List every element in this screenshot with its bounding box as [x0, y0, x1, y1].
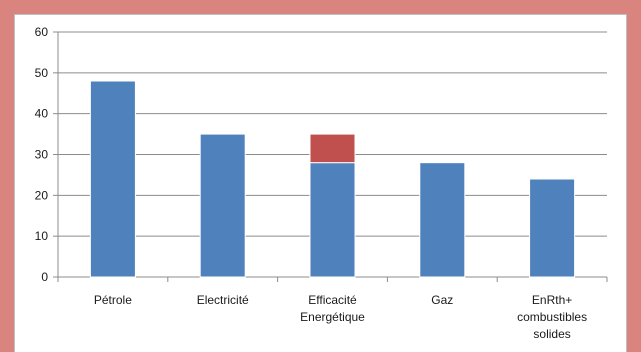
axes — [53, 31, 608, 282]
bar — [419, 162, 466, 278]
bar — [529, 178, 576, 278]
y-tick-label: 20 — [35, 188, 49, 202]
bar — [309, 162, 356, 278]
x-category-label: Energétique — [300, 310, 365, 324]
x-category-label: Efficacité — [308, 293, 357, 307]
bars — [89, 80, 576, 278]
x-category-labels: Pétrole Electricité Efficacité Energétique G… — [94, 293, 587, 341]
y-tick-label: 30 — [35, 148, 49, 162]
x-category-label: Pétrole — [94, 293, 132, 307]
bar — [89, 80, 136, 278]
y-tick-label: 50 — [35, 66, 49, 80]
y-tick-label: 40 — [35, 107, 49, 121]
x-category-label: solides — [533, 327, 570, 341]
y-tick-label: 0 — [41, 270, 48, 284]
y-tick-labels: 0 10 20 30 40 50 60 — [35, 25, 49, 284]
x-category-label: Gaz — [431, 293, 453, 307]
y-tick-label: 10 — [35, 229, 49, 243]
x-category-label: combustibles — [517, 310, 587, 324]
y-tick-label: 60 — [35, 25, 49, 39]
x-category-label: EnRth+ — [532, 293, 572, 307]
bar-stack-segment — [309, 133, 356, 164]
x-category-label: Electricité — [197, 293, 249, 307]
bar — [199, 133, 246, 278]
